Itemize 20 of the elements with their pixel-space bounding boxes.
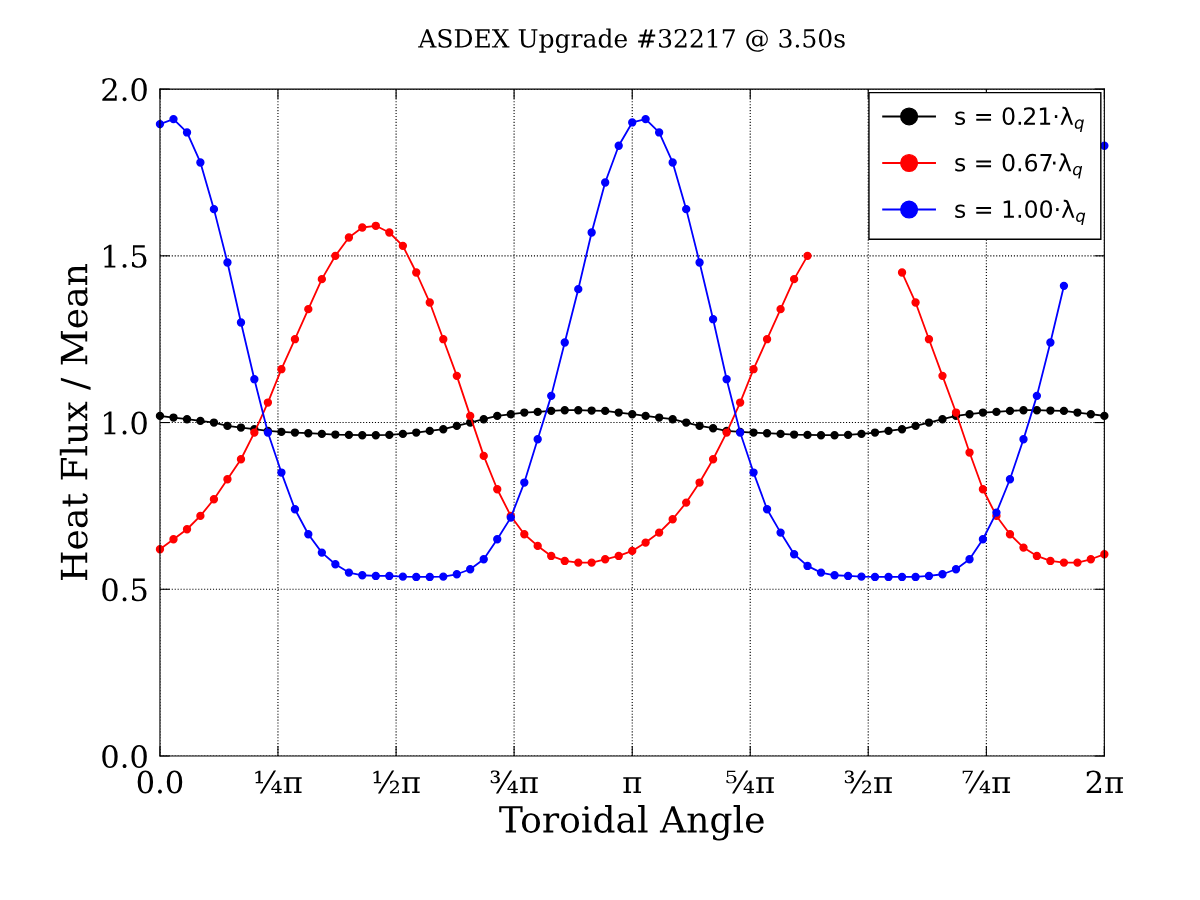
y-tick-label: 0.5 [102, 578, 147, 602]
x-tick-label: ³⁄₂π [844, 770, 892, 794]
y-tick-label: 0.0 [102, 744, 147, 769]
y-tick-label: 1.5 [103, 244, 147, 268]
legend-label: s = 0.67·λ$_{q}$ [955, 153, 1083, 179]
y-axis-title: Heat Flux / Mean [59, 264, 91, 580]
x-tick-label: ¼π [255, 770, 302, 794]
legend-label: s = 1.00·λ$_{q}$ [955, 199, 1086, 226]
y-tick-label: 2.0 [102, 78, 147, 102]
x-axis-title: Toroidal Angle [499, 805, 764, 841]
x-tick-label: ¾π [490, 770, 538, 794]
y-tick-label: 1.0 [103, 411, 147, 435]
x-tick-label: 2π [1086, 770, 1124, 794]
x-tick-label: ½π [373, 770, 420, 794]
x-tick-label: 0.0 [137, 770, 183, 794]
x-tick-label: π [623, 777, 642, 794]
chart-title: ASDEX Upgrade #32217 @ 3.50s [418, 28, 845, 53]
x-tick-label: ⁵⁄₄π [726, 770, 774, 794]
x-tick-label: ⁷⁄₄π [962, 770, 1011, 794]
legend-label: s = 0.21·λ$_{q}$ [955, 106, 1084, 133]
